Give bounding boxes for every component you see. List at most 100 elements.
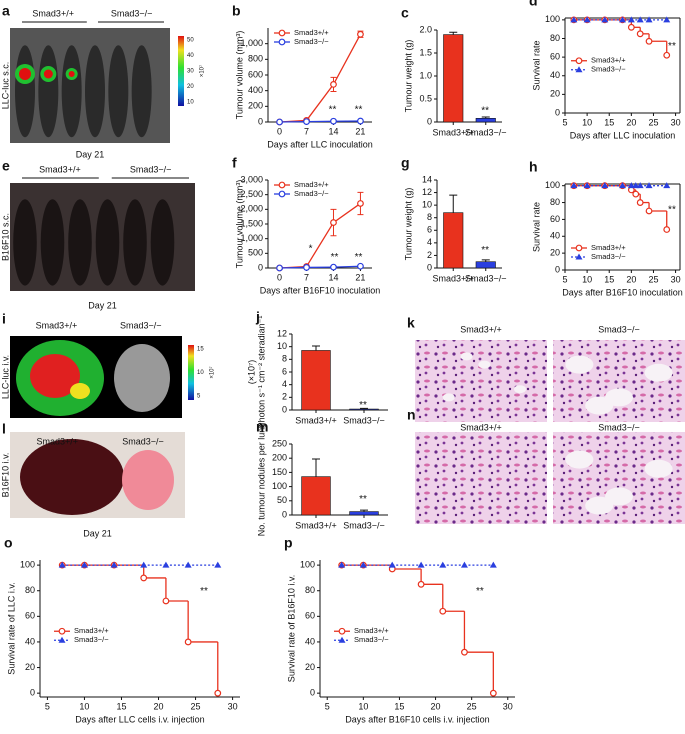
y-tick-label: 3,000 — [240, 174, 263, 184]
panel-letter: i — [2, 311, 6, 327]
x-tick-label: Smad3+/+ — [432, 127, 474, 137]
y-axis-label: Photon s⁻¹ cm⁻² steradian⁻¹ — [256, 316, 266, 429]
x-tick-label: Smad3−/− — [343, 520, 385, 530]
y-tick-label: 4 — [282, 379, 287, 389]
x-tick-label: Smad3+/+ — [295, 415, 337, 425]
y-tick-label: 20 — [305, 662, 315, 672]
y-tick-label: 2.0 — [419, 24, 432, 34]
marker — [601, 182, 609, 189]
x-axis-label: Days after B16F10 inoculation — [260, 285, 381, 295]
marker — [663, 182, 671, 189]
panel-letter: k — [407, 315, 415, 331]
colorbar-label: 30 — [187, 69, 194, 75]
error-bar — [360, 509, 368, 512]
colorbar — [178, 36, 184, 106]
y-tick-label: 20 — [25, 662, 35, 672]
histology-image — [415, 340, 547, 422]
marker — [632, 182, 640, 189]
side-label: B16F10 i.v. — [0, 453, 10, 498]
error-bar — [481, 259, 490, 262]
y-tick-label: 0 — [30, 688, 35, 698]
panel-letter: e — [2, 158, 10, 174]
bar — [349, 511, 379, 516]
histology-image — [415, 432, 547, 524]
chart: m 0 50 100 150 200 250 No. tumour nodules per l… — [256, 419, 388, 536]
histology-image — [553, 340, 685, 422]
legend-label: Smad3+/+ — [294, 28, 329, 37]
x-tick-label: 5 — [562, 274, 567, 284]
tumour-signal — [19, 68, 31, 80]
x-tick-label: 20 — [431, 701, 441, 711]
y-tick-label: 2,000 — [240, 204, 263, 214]
annotation: ** — [668, 41, 676, 52]
legend-label: Smad3+/+ — [591, 243, 626, 252]
chart: b 0 200 400 600 800 1,000 0 7 14 21 Days after LLC … — [232, 3, 373, 150]
bar — [301, 350, 331, 411]
alveolus — [605, 487, 633, 506]
colorbar-label: 15 — [197, 347, 204, 353]
legend-marker — [58, 627, 66, 635]
marker — [619, 182, 626, 189]
lung-signal — [70, 383, 90, 399]
x-tick-label: 21 — [355, 272, 365, 282]
annotation: ** — [476, 586, 484, 597]
marker — [619, 16, 626, 23]
marker — [214, 561, 222, 568]
y-axis-label: Survival rate of LLC i.v. — [6, 582, 16, 674]
legend-marker — [278, 181, 286, 189]
y-tick-label: 150 — [272, 467, 287, 477]
x-tick-label: 20 — [626, 117, 636, 127]
marker — [583, 16, 591, 23]
colorbar-label: 10 — [187, 100, 194, 106]
marker — [276, 264, 283, 272]
group-label: Smad3−/− — [122, 436, 164, 446]
bar — [443, 34, 464, 123]
y-tick-label: 80 — [305, 585, 315, 595]
y-tick-label: 40 — [550, 70, 560, 80]
y-tick-label: 200 — [272, 453, 287, 463]
marker — [80, 561, 88, 568]
mouse — [95, 199, 120, 286]
y-tick-label: 60 — [25, 611, 35, 621]
legend-marker — [338, 627, 346, 635]
mouse — [68, 199, 92, 286]
x-tick-label: Smad3−/− — [465, 127, 507, 137]
panel-letter: a — [2, 3, 10, 19]
legend-marker — [338, 636, 346, 643]
lung — [122, 450, 174, 510]
marker — [58, 561, 66, 568]
annotation: ** — [359, 494, 367, 505]
panel-letter: d — [529, 0, 538, 9]
chart: p 0 20 40 60 80 100 5 10 15 20 25 30 Days after B16F1… — [284, 535, 515, 724]
alveolus — [585, 396, 614, 415]
panel-letter: o — [4, 535, 13, 551]
x-tick-label: Smad3−/− — [465, 273, 507, 283]
group-label: Smad3−/− — [120, 320, 162, 330]
annotation: ** — [481, 106, 489, 117]
legend-label: Smad3+/+ — [591, 56, 626, 65]
marker — [601, 16, 609, 23]
y-tick-label: 100 — [545, 180, 560, 190]
x-tick-label: 10 — [582, 274, 592, 284]
legend-label: Smad3−/− — [354, 635, 389, 644]
y-axis-label: Survival rate — [531, 202, 541, 252]
marker — [357, 200, 364, 207]
mouse — [123, 199, 147, 286]
lung-signal — [30, 354, 80, 398]
y-tick-label: 1.5 — [419, 47, 432, 57]
mouse — [85, 45, 105, 138]
alveolus — [478, 360, 491, 369]
marker — [645, 16, 653, 23]
y-tick-label: 60 — [305, 611, 315, 621]
chart: f 0 500 1,000 1,500 2,000 2,500 3,000 0 7 14 21 Days… — [232, 155, 380, 296]
side-label: LLC-luc s.c. — [0, 62, 10, 110]
chart: o 0 20 40 60 80 100 5 10 15 20 25 30 Days after LLC c… — [4, 535, 240, 724]
series-line — [279, 120, 361, 123]
y-tick-label: 20 — [550, 89, 560, 99]
marker — [645, 182, 653, 189]
y-tick-label: 0 — [310, 688, 315, 698]
y-tick-label: 600 — [248, 69, 263, 79]
tumour-signal — [43, 69, 53, 79]
marker — [636, 30, 644, 38]
x-axis-label: Days after LLC inoculation — [267, 139, 373, 149]
